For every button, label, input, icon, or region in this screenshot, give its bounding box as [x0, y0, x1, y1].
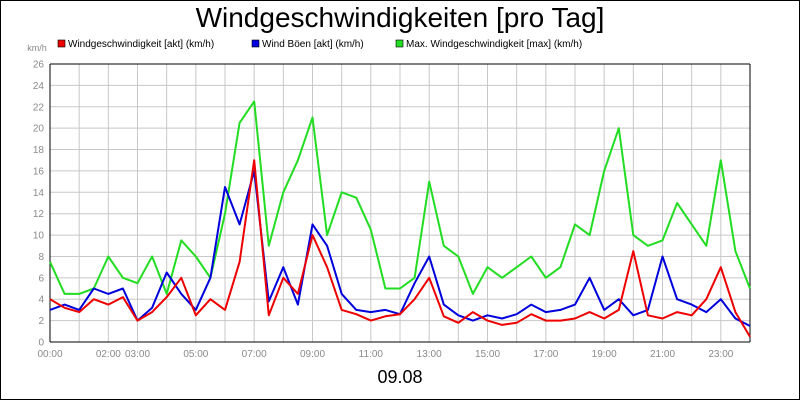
legend-swatch [395, 39, 404, 48]
x-tick-label: 09:00 [300, 349, 325, 360]
series-line-max [49, 100, 751, 295]
y-tick-label: 4 [38, 295, 44, 306]
y-tick-label: 24 [33, 81, 45, 92]
legend: Windgeschwindigkeit [akt] (km/h) Wind Böe… [57, 39, 582, 50]
x-tick-label: 11:00 [359, 349, 384, 360]
legend-label: Wind Böen [akt] (km/h) [262, 39, 364, 50]
grid [49, 63, 751, 343]
series-line-akt [49, 159, 751, 338]
y-tick-label: 16 [33, 166, 45, 177]
y-tick-label: 0 [38, 338, 44, 349]
y-tick-label: 20 [33, 124, 45, 135]
y-tick-label: 12 [33, 209, 45, 220]
chart-title: Windgeschwindigkeiten [pro Tag] [195, 2, 605, 33]
x-tick-label: 13:00 [417, 349, 442, 360]
legend-swatch [57, 39, 66, 48]
y-tick-label: 22 [33, 102, 45, 113]
x-tick-label: 00:00 [37, 349, 62, 360]
legend-label: Max. Windgeschwindigkeit [max] (km/h) [406, 39, 582, 50]
x-tick-label: 17:00 [533, 349, 558, 360]
x-tick-label: 15:00 [475, 349, 500, 360]
y-axis-unit-label: km/h [27, 43, 47, 53]
x-tick-label: 21:00 [650, 349, 675, 360]
x-tick-label: 05:00 [183, 349, 208, 360]
y-tick-label: 18 [33, 145, 45, 156]
y-tick-label: 8 [38, 252, 44, 263]
legend-item-max: Max. Windgeschwindigkeit [max] (km/h) [395, 39, 582, 50]
y-tick-label: 2 [38, 316, 44, 327]
x-tick-label: 19:00 [592, 349, 617, 360]
x-tick-label: 23:00 [708, 349, 733, 360]
series-lines [49, 100, 751, 338]
legend-label: Windgeschwindigkeit [akt] (km/h) [68, 39, 214, 50]
x-tick-label: 07:00 [242, 349, 267, 360]
legend-item-akt: Windgeschwindigkeit [akt] (km/h) [57, 39, 214, 50]
legend-swatch [251, 39, 260, 48]
y-tick-label: 26 [33, 60, 45, 71]
y-tick-label: 10 [33, 231, 45, 242]
legend-item-boeen: Wind Böen [akt] (km/h) [251, 39, 364, 50]
x-tick-label: 02:00 [96, 349, 121, 360]
x-tick-label: 03:00 [125, 349, 150, 360]
y-tick-label: 6 [38, 273, 44, 284]
y-tick-label: 14 [33, 188, 45, 199]
date-label: 09.08 [377, 367, 423, 387]
